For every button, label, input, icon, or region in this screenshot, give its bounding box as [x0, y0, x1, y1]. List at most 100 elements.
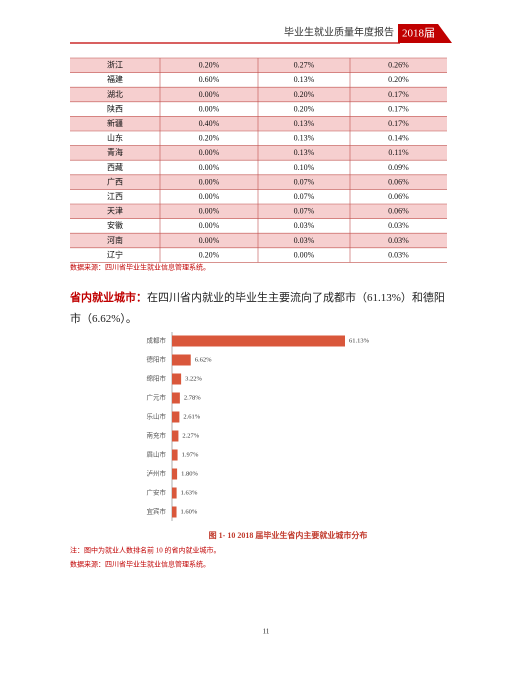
table-source: 数据来源：四川省毕业生就业信息管理系统。 [70, 263, 210, 272]
category-label: 南充市 [147, 430, 167, 439]
page-number: 11 [263, 628, 270, 636]
table-cell: 0.06% [388, 177, 409, 186]
table-cell: 0.00% [199, 104, 220, 113]
category-label: 泸州市 [147, 468, 167, 477]
category-label: 广元市 [147, 392, 167, 401]
table-cell: 0.00% [199, 163, 220, 172]
table-cell: 0.03% [388, 236, 409, 245]
table-cell: 0.07% [294, 207, 315, 216]
table-cell: 天津 [107, 206, 123, 216]
table-cell: 0.03% [294, 236, 315, 245]
table-cell: 新疆 [107, 118, 123, 128]
value-label: 2.78% [184, 394, 201, 401]
row-shade [70, 233, 447, 248]
table-cell: 0.10% [294, 163, 315, 172]
bar [172, 468, 178, 480]
table-cell: 辽宁 [107, 249, 123, 259]
value-label: 6.62% [195, 356, 212, 363]
paragraph: 省内就业城市：在四川省内就业的毕业生主要流向了成都市（61.13%）和德阳市（6… [70, 288, 450, 330]
note: 数据来源：四川省毕业生就业信息管理系统。 [70, 560, 210, 569]
table-cell: 0.20% [199, 134, 220, 143]
table-cell: 西藏 [107, 162, 123, 172]
row-shade [70, 204, 447, 219]
paragraph-lead: 省内就业城市： [70, 292, 147, 304]
header-badge-bg [398, 24, 452, 43]
value-label: 1.80% [181, 470, 198, 477]
row-shade [70, 116, 447, 131]
paragraph-text: 在四川省内就业的毕业生主要流向了成都市（61.13%）和德阳市（6.62%）。 [70, 292, 445, 325]
category-label: 宜宾市 [147, 506, 167, 515]
table-cell: 0.20% [199, 250, 220, 259]
bar [172, 411, 180, 423]
table-cell: 0.13% [294, 119, 315, 128]
bar [172, 392, 180, 404]
value-label: 2.61% [183, 413, 200, 420]
table-cell: 0.27% [294, 61, 315, 70]
table-cell: 0.26% [388, 61, 409, 70]
table-cell: 0.14% [388, 134, 409, 143]
table-cell: 0.17% [388, 90, 409, 99]
chart-caption: 图 1- 10 2018 届毕业生省内主要就业城市分布 [209, 530, 368, 540]
table-cell: 0.03% [388, 250, 409, 259]
table-cell: 0.13% [294, 75, 315, 84]
table-cell: 0.60% [199, 75, 220, 84]
table-cell: 0.00% [199, 177, 220, 186]
table-cell: 0.20% [388, 75, 409, 84]
table-cell: 浙江 [107, 60, 123, 70]
table-cell: 0.20% [294, 104, 315, 113]
row-shade [70, 145, 447, 161]
table-cell: 广西 [107, 176, 123, 186]
category-label: 成都市 [147, 335, 167, 344]
table-cell: 安徽 [107, 220, 123, 230]
row-shade [70, 58, 447, 73]
table-cell: 0.00% [199, 192, 220, 201]
header-badge: 2018届 [402, 27, 435, 40]
table-cell: 0.07% [294, 192, 315, 201]
row-shade [70, 87, 447, 102]
category-label: 广安市 [147, 487, 167, 496]
table-cell: 0.13% [294, 148, 315, 157]
table-cell: 0.03% [294, 221, 315, 230]
table-cell: 山东 [107, 133, 123, 143]
bar [172, 373, 182, 385]
table-cell: 青海 [107, 147, 123, 157]
value-label: 1.97% [182, 451, 199, 458]
value-label: 2.27% [182, 432, 199, 439]
table-cell: 0.07% [294, 177, 315, 186]
table-cell: 0.13% [294, 134, 315, 143]
category-label: 乐山市 [147, 411, 167, 420]
table-cell: 0.17% [388, 119, 409, 128]
table-cell: 0.17% [388, 104, 409, 113]
bar [172, 506, 177, 518]
table-cell: 0.03% [388, 221, 409, 230]
table-cell: 陕西 [107, 103, 123, 113]
bar [172, 487, 177, 499]
table-cell: 0.00% [199, 207, 220, 216]
bar [172, 335, 345, 347]
category-label: 绵阳市 [147, 373, 167, 382]
value-label: 3.22% [185, 375, 202, 382]
table-cell: 0.20% [199, 61, 220, 70]
table-cell: 湖北 [107, 90, 123, 99]
table-cell: 0.40% [199, 119, 220, 128]
table-cell: 0.00% [199, 221, 220, 230]
table-cell: 0.00% [199, 90, 220, 99]
value-label: 1.63% [181, 489, 198, 496]
table-cell: 0.00% [199, 148, 220, 157]
bar [172, 430, 179, 442]
table-cell: 河南 [107, 235, 123, 245]
value-label: 61.13% [349, 337, 370, 344]
table-cell: 0.09% [388, 163, 409, 172]
note: 注：图中为就业人数排名前 10 的省内就业城市。 [70, 546, 221, 555]
table-cell: 0.06% [388, 192, 409, 201]
table-cell: 江西 [107, 192, 123, 201]
table-cell: 0.11% [388, 148, 409, 157]
category-label: 眉山市 [147, 449, 167, 458]
bar [172, 354, 191, 366]
header-title: 毕业生就业质量年度报告 [284, 25, 394, 38]
bar [172, 449, 178, 461]
row-shade [70, 174, 447, 190]
category-label: 德阳市 [147, 354, 167, 363]
